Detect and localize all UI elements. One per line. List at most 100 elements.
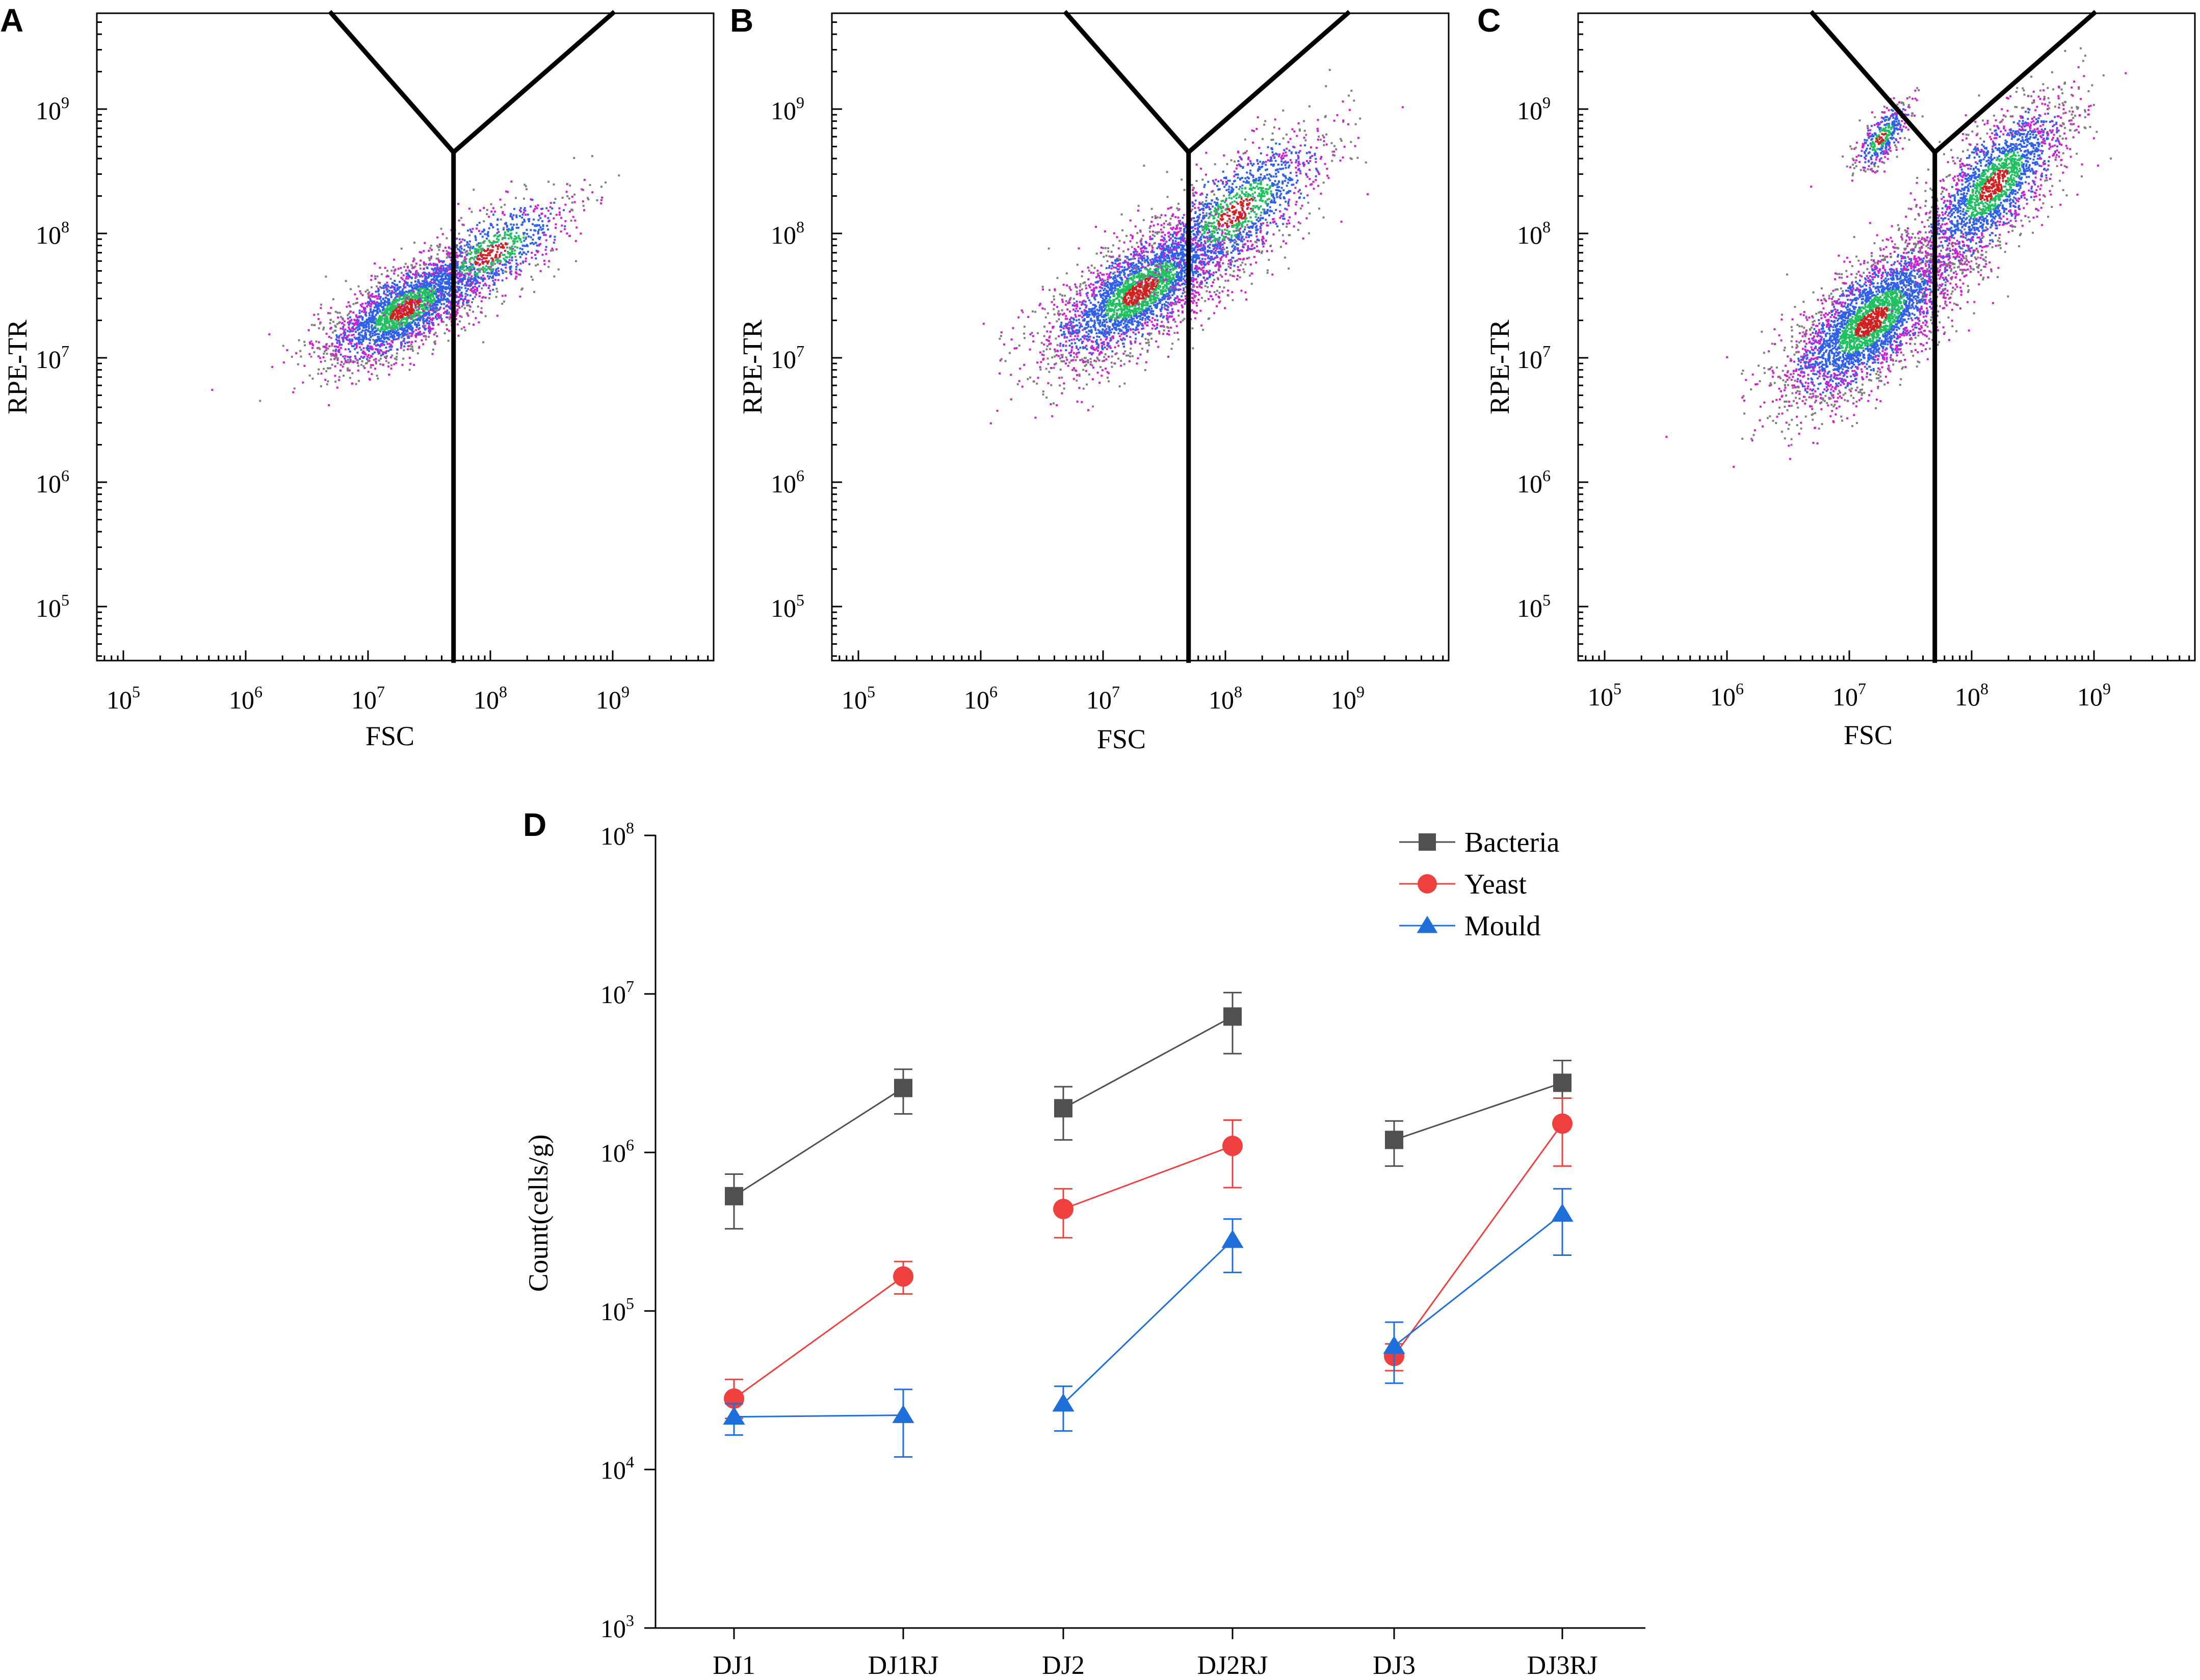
scatter-dot (487, 287, 490, 289)
scatter-dot (444, 281, 447, 283)
scatter-dot (1180, 279, 1183, 282)
scatter-dot (1083, 357, 1086, 359)
scatter-dot (428, 314, 431, 317)
scatter-dot (417, 313, 420, 316)
scatter-dot (422, 309, 425, 312)
scatter-dot (480, 276, 483, 279)
scatter-dot (467, 280, 469, 283)
scatter-dot (377, 320, 379, 322)
scatter-dot (359, 290, 361, 293)
scatter-dot (1136, 242, 1138, 244)
scatter-dot (382, 306, 384, 308)
scatter-dot (491, 249, 494, 252)
scatter-dot (417, 289, 420, 292)
scatter-dot (418, 347, 421, 349)
scatter-dot (455, 318, 457, 320)
scatter-dot (460, 286, 463, 289)
scatter-dot (1099, 331, 1102, 334)
scatter-dots (982, 69, 1404, 425)
scatter-dot (446, 309, 449, 312)
scatter-dot (419, 318, 422, 320)
scatter-dot (505, 277, 508, 279)
scatter-dot (495, 257, 498, 259)
scatter-dot (1068, 300, 1070, 303)
scatter-dot (319, 321, 322, 324)
scatter-dot (386, 305, 389, 307)
scatter-dot (1093, 359, 1096, 362)
scatter-dot (342, 326, 345, 328)
scatter-dot (409, 304, 412, 307)
scatter-dot (410, 293, 412, 296)
scatter-dot (490, 203, 492, 205)
scatter-dot (461, 294, 463, 297)
scatter-dot (1121, 229, 1124, 231)
scatter-dot (573, 193, 576, 196)
scatter-dot (573, 157, 575, 159)
scatter-dot (372, 348, 374, 350)
scatter-dot (441, 321, 443, 323)
scatter-dot (494, 269, 497, 272)
scatter-dot (478, 249, 480, 251)
scatter-dot (1200, 297, 1203, 299)
scatter-dot (574, 240, 577, 242)
scatter-dot (1134, 250, 1136, 253)
scatter-dot (436, 253, 439, 255)
scatter-dot (425, 338, 427, 340)
scatter-dot (466, 244, 468, 246)
scatter-dot (362, 325, 364, 327)
scatter-dot (425, 308, 427, 310)
scatter-dot (439, 284, 441, 286)
scatter-dot (1218, 301, 1221, 304)
scatter-dot (1096, 316, 1098, 319)
scatter-dot (395, 307, 398, 310)
scatter-dot (539, 226, 542, 229)
scatter-dot (363, 308, 365, 311)
scatter-dot (1178, 271, 1181, 274)
scatter-dot (404, 330, 407, 332)
scatter-dot (1072, 317, 1075, 320)
scatter-dot (397, 295, 399, 297)
scatter-dot (1184, 254, 1186, 256)
scatter-dot (1168, 333, 1170, 336)
scatter-dot (497, 267, 500, 270)
scatter-dot (351, 322, 354, 325)
scatter-dot (520, 288, 523, 291)
scatter-dot (505, 267, 507, 269)
scatter-dot (466, 278, 469, 281)
scatter-dot (428, 250, 430, 252)
scatter-dot (378, 317, 380, 319)
scatter-dot (419, 264, 421, 267)
scatter-dot (475, 291, 477, 294)
y-ticks (97, 21, 107, 657)
scatter-dot (457, 260, 459, 263)
scatter-dot (357, 370, 359, 372)
scatter-dot (515, 236, 518, 239)
scatter-dot (382, 298, 384, 300)
scatter-dot (466, 304, 469, 307)
scatter-dot (1154, 306, 1157, 308)
scatter-dot (404, 298, 407, 301)
scatter-dot (561, 224, 563, 227)
scatter-dot (391, 328, 394, 330)
scatter-dot (373, 359, 375, 361)
scatter-dot (464, 298, 466, 300)
scatter-dot (343, 320, 346, 323)
scatter-dot (357, 336, 360, 339)
scatter-dot (360, 315, 362, 318)
scatter-dot (571, 209, 574, 212)
scatter-dot (1049, 288, 1051, 291)
scatter-dot (411, 314, 413, 317)
scatter-dot (313, 351, 316, 354)
scatter-dot (1156, 307, 1158, 309)
scatter-dot (469, 271, 472, 274)
scatter-dot (439, 269, 442, 272)
scatter-dot (492, 207, 494, 209)
scatter-dot (1123, 266, 1126, 269)
scatter-dot (1210, 222, 1212, 224)
scatter-dot (448, 311, 450, 314)
scatter-dot (1177, 314, 1180, 317)
scatter-dot (591, 191, 594, 194)
scatter-dot (374, 341, 376, 344)
scatter-dot (432, 291, 435, 294)
scatter-dot (477, 254, 480, 257)
